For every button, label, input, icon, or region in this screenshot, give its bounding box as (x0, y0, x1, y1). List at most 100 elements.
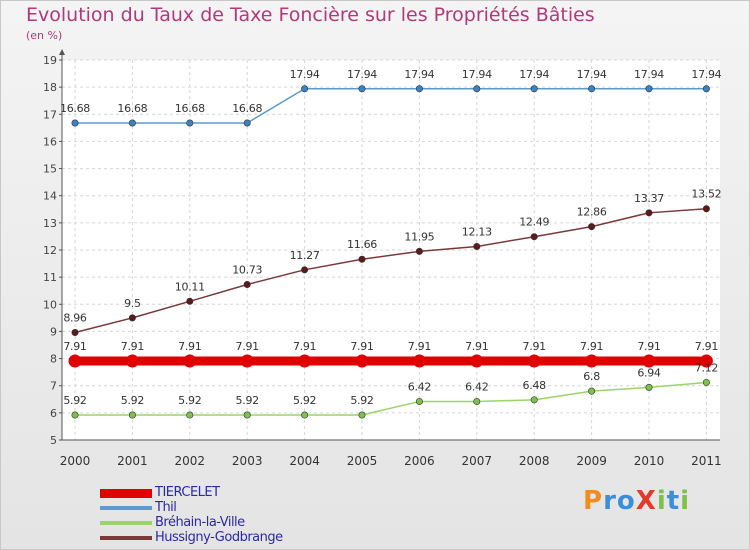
data-label: 16.68 (117, 102, 147, 115)
data-label: 5.92 (121, 394, 144, 407)
data-label: 17.94 (290, 68, 320, 81)
legend-label: Hussigny-Godbrange (155, 530, 283, 545)
data-label: 7.91 (178, 340, 201, 353)
data-label: 5.92 (178, 394, 201, 407)
data-point (702, 205, 710, 213)
data-label: 13.37 (634, 192, 664, 205)
legend-label: TIERCELET (155, 485, 220, 500)
x-tick-label: 2003 (232, 454, 263, 468)
data-point (243, 280, 251, 288)
data-point (470, 354, 484, 368)
data-label: 7.91 (637, 340, 660, 353)
data-label: 17.94 (691, 68, 721, 81)
data-label: 7.91 (293, 340, 316, 353)
data-point (301, 85, 309, 93)
data-point (71, 411, 79, 419)
data-label: 5.92 (293, 394, 316, 407)
y-tick-label: 7 (50, 380, 57, 393)
x-tick-label: 2004 (289, 454, 320, 468)
data-label: 7.91 (580, 340, 603, 353)
y-tick-label: 10 (43, 298, 57, 311)
y-tick-label: 8 (50, 353, 57, 366)
data-point (355, 354, 369, 368)
data-point (642, 354, 656, 368)
data-point (702, 378, 710, 386)
data-label: 16.68 (175, 102, 205, 115)
legend-swatch (100, 489, 152, 498)
data-point (186, 297, 194, 305)
x-tick-label: 2005 (347, 454, 378, 468)
data-point (183, 354, 197, 368)
data-label: 7.91 (121, 340, 144, 353)
data-label: 7.91 (63, 340, 86, 353)
data-label: 5.92 (236, 394, 259, 407)
logo-letter: i (656, 486, 667, 516)
data-label: 12.86 (577, 206, 607, 219)
logo-letter: X (635, 486, 657, 516)
y-tick-label: 17 (43, 108, 57, 121)
data-label: 7.91 (236, 340, 259, 353)
data-label: 5.92 (63, 394, 86, 407)
chart-title: Evolution du Taux de Taxe Foncière sur l… (26, 4, 595, 26)
y-tick-label: 15 (43, 163, 57, 176)
data-label: 7.91 (695, 340, 718, 353)
y-tick-label: 14 (43, 190, 57, 203)
y-tick-label: 5 (50, 434, 57, 447)
data-point (588, 223, 596, 231)
x-tick-label: 2006 (404, 454, 435, 468)
data-point (243, 411, 251, 419)
data-point (530, 396, 538, 404)
data-point (358, 411, 366, 419)
data-label: 9.5 (124, 297, 141, 310)
data-label: 17.94 (634, 68, 664, 81)
data-label: 7.91 (523, 340, 546, 353)
data-point (530, 233, 538, 241)
data-point (645, 85, 653, 93)
data-label: 13.52 (691, 188, 721, 201)
x-tick-label: 2011 (691, 454, 722, 468)
data-point (71, 329, 79, 337)
data-label: 12.49 (519, 216, 549, 229)
logo-letter: t (666, 486, 681, 516)
data-label: 16.68 (60, 102, 90, 115)
chart-unit-label: (en %) (26, 29, 63, 42)
data-point (412, 354, 426, 368)
data-point (125, 354, 139, 368)
data-point (358, 85, 366, 93)
x-tick-label: 2008 (519, 454, 550, 468)
data-label: 6.8 (583, 370, 600, 383)
y-axis-arrow (59, 49, 65, 55)
data-point (415, 397, 423, 405)
y-tick-label: 16 (43, 135, 57, 148)
data-label: 5.92 (350, 394, 373, 407)
logo-letter: i (680, 486, 691, 516)
data-label: 6.42 (465, 380, 488, 393)
x-tick-label: 2000 (60, 454, 91, 468)
data-point (473, 85, 481, 93)
y-tick-label: 12 (43, 244, 57, 257)
series-line-br-hain-la-ville (75, 381, 707, 416)
data-point (298, 354, 312, 368)
logo-letter: r (603, 486, 617, 516)
data-point (588, 85, 596, 93)
x-tick-label: 2007 (462, 454, 493, 468)
data-point (128, 411, 136, 419)
legend-label: Thil (155, 500, 177, 515)
data-point (240, 354, 254, 368)
data-point (301, 411, 309, 419)
y-tick-label: 13 (43, 217, 57, 230)
data-label: 16.68 (232, 102, 262, 115)
x-tick-label: 2009 (576, 454, 607, 468)
logo-letter: P (583, 486, 604, 516)
y-tick-label: 9 (50, 325, 57, 338)
data-label: 7.91 (465, 340, 488, 353)
data-label: 8.96 (63, 312, 87, 325)
data-label: 10.11 (175, 280, 205, 293)
data-point (645, 383, 653, 391)
legend-swatch (100, 536, 152, 540)
data-label: 11.95 (404, 230, 434, 243)
data-label: 6.48 (523, 379, 547, 392)
data-point (473, 242, 481, 250)
data-label: 6.94 (637, 366, 661, 379)
